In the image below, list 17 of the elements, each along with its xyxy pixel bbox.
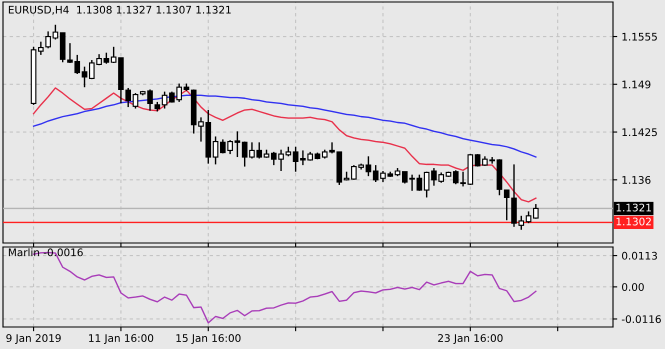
x-tick-label: 11 Jan 16:00: [89, 334, 154, 344]
y-tick-label: -0.0116: [622, 315, 661, 324]
chart-title: Marlin -0.0016: [8, 248, 83, 256]
candlestick: [154, 101, 160, 112]
ref-line-label: 1.1321: [616, 204, 651, 212]
ref-line-label: 1.1302: [616, 218, 651, 226]
chart-title: EURUSD,H4 1.1308 1.1327 1.1307 1.1321: [8, 6, 231, 15]
y-tick-label: 1.1425: [622, 128, 657, 136]
x-tick-label: 9 Jan 2019: [6, 334, 61, 344]
line-series: [32, 87, 537, 203]
x-tick-label: 15 Jan 16:00: [176, 334, 241, 344]
y-tick-label: 1.1555: [622, 32, 657, 41]
y-tick-label: 1.136: [622, 176, 650, 184]
y-tick-label: 1.149: [622, 80, 650, 88]
y-tick-label: 0.0113: [622, 252, 657, 260]
x-tick-label: 23 Jan 16:00: [438, 334, 503, 344]
y-tick-label: 0.00: [622, 283, 644, 291]
